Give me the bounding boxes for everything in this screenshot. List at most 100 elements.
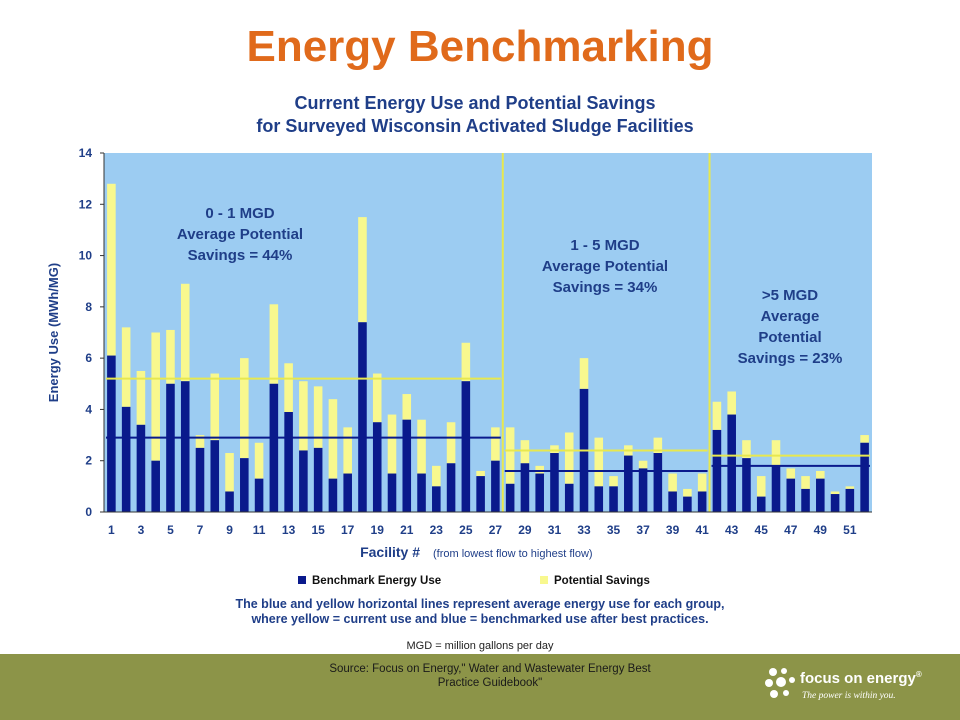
savings-bar-19 bbox=[372, 373, 382, 423]
benchmark-bar-49 bbox=[816, 478, 825, 512]
group-2-label-line-2: Average Potential bbox=[542, 258, 668, 275]
x-tick-label-27: 27 bbox=[489, 523, 503, 537]
x-tick-label-17: 17 bbox=[341, 523, 355, 537]
savings-bar-45 bbox=[756, 476, 766, 497]
x-tick-label-23: 23 bbox=[430, 523, 444, 537]
x-tick-label-15: 15 bbox=[311, 523, 325, 537]
benchmark-bar-19 bbox=[372, 422, 382, 512]
benchmark-bar-5 bbox=[166, 383, 175, 512]
benchmark-bar-14 bbox=[299, 450, 308, 512]
savings-bar-9 bbox=[225, 453, 234, 492]
x-tick-label-3: 3 bbox=[138, 523, 145, 537]
group-2-label-line-1: 1 - 5 MGD bbox=[570, 237, 639, 254]
y-tick-label-8: 8 bbox=[85, 300, 92, 314]
savings-bar-13 bbox=[284, 363, 293, 412]
benchmark-bar-35 bbox=[609, 486, 618, 512]
x-tick-label-7: 7 bbox=[197, 523, 204, 537]
benchmark-bar-41 bbox=[697, 491, 707, 512]
savings-bar-49 bbox=[816, 470, 825, 479]
savings-bar-39 bbox=[668, 473, 677, 492]
chart-title-line-1: Current Energy Use and Potential Savings bbox=[294, 93, 656, 113]
benchmark-bar-12 bbox=[269, 383, 279, 512]
benchmark-bar-10 bbox=[240, 458, 249, 512]
savings-bar-7 bbox=[195, 435, 205, 448]
y-tick-label-6: 6 bbox=[85, 351, 92, 365]
x-tick-label-25: 25 bbox=[459, 523, 473, 537]
savings-bar-2 bbox=[121, 327, 131, 407]
benchmark-bar-9 bbox=[225, 491, 234, 512]
benchmark-bar-36 bbox=[624, 455, 633, 512]
x-tick-label-35: 35 bbox=[607, 523, 621, 537]
x-tick-label-21: 21 bbox=[400, 523, 414, 537]
x-tick-label-31: 31 bbox=[548, 523, 562, 537]
savings-bar-14 bbox=[299, 381, 308, 451]
savings-bar-3 bbox=[136, 370, 146, 425]
benchmark-bar-2 bbox=[121, 406, 131, 512]
benchmark-bar-31 bbox=[550, 453, 559, 512]
logo-tagline: The power is within you. bbox=[802, 691, 896, 701]
savings-bar-4 bbox=[151, 332, 160, 461]
x-tick-label-11: 11 bbox=[253, 523, 266, 537]
savings-bar-23 bbox=[432, 465, 441, 487]
y-tick-label-14: 14 bbox=[79, 146, 93, 160]
benchmark-bar-51 bbox=[845, 488, 855, 512]
x-tick-label-9: 9 bbox=[226, 523, 233, 537]
group-3-label-line-1: >5 MGD bbox=[762, 287, 818, 304]
chart-title: Current Energy Use and Potential Savings… bbox=[150, 92, 800, 138]
legend-swatch-savings bbox=[540, 576, 548, 584]
chart-caption-line-1: The blue and yellow horizontal lines rep… bbox=[235, 597, 725, 611]
benchmark-bar-24 bbox=[446, 463, 456, 512]
legend-label-savings: Potential Savings bbox=[554, 575, 650, 587]
benchmark-bar-15 bbox=[313, 447, 323, 512]
savings-bar-12 bbox=[269, 304, 279, 384]
benchmark-bar-44 bbox=[742, 458, 751, 512]
benchmark-bar-20 bbox=[387, 473, 397, 512]
savings-bar-40 bbox=[683, 488, 692, 497]
benchmark-bar-16 bbox=[328, 478, 338, 512]
group-1-label-line-3: Savings = 44% bbox=[188, 247, 293, 264]
group-1-label-line-2: Average Potential bbox=[177, 226, 303, 243]
benchmark-bar-29 bbox=[520, 463, 530, 512]
benchmark-bar-1 bbox=[107, 355, 116, 512]
x-tick-label-43: 43 bbox=[725, 523, 739, 537]
group-3-label-line-4: Savings = 23% bbox=[738, 350, 843, 367]
focus-on-energy-logo: focus on energy® The power is within you… bbox=[764, 664, 944, 710]
benchmark-bar-4 bbox=[151, 460, 160, 512]
benchmark-bar-48 bbox=[801, 488, 810, 512]
benchmark-bar-47 bbox=[786, 478, 796, 512]
savings-bar-21 bbox=[402, 394, 412, 420]
benchmark-bar-3 bbox=[136, 424, 146, 512]
legend-label-benchmark: Benchmark Energy Use bbox=[312, 575, 441, 587]
savings-bar-20 bbox=[387, 414, 397, 474]
chart-caption-line-2: where yellow = current use and blue = be… bbox=[251, 612, 709, 626]
savings-bar-15 bbox=[313, 386, 323, 448]
savings-bar-51 bbox=[845, 486, 855, 489]
savings-bar-43 bbox=[727, 391, 736, 415]
benchmark-bar-37 bbox=[638, 468, 648, 512]
x-tick-label-39: 39 bbox=[666, 523, 680, 537]
x-tick-label-1: 1 bbox=[108, 523, 115, 537]
savings-bar-5 bbox=[166, 329, 175, 384]
benchmark-bar-27 bbox=[491, 460, 500, 512]
savings-bar-38 bbox=[653, 437, 663, 454]
savings-bar-50 bbox=[830, 491, 840, 495]
savings-bar-42 bbox=[712, 401, 722, 430]
savings-bar-46 bbox=[771, 440, 781, 466]
benchmark-bar-30 bbox=[535, 473, 544, 512]
x-tick-label-33: 33 bbox=[577, 523, 591, 537]
benchmark-bar-32 bbox=[564, 483, 574, 512]
benchmark-bar-6 bbox=[180, 381, 190, 512]
savings-bar-32 bbox=[564, 432, 574, 484]
group-3-label-line-2: Average bbox=[761, 308, 820, 325]
savings-bar-33 bbox=[579, 358, 589, 389]
x-tick-label-41: 41 bbox=[695, 523, 709, 537]
source-citation: Source: Focus on Energy," Water and Wast… bbox=[290, 662, 690, 690]
group-2-label-line-3: Savings = 34% bbox=[553, 279, 658, 296]
benchmark-bar-17 bbox=[343, 473, 352, 512]
savings-bar-37 bbox=[638, 460, 648, 469]
y-tick-label-4: 4 bbox=[85, 402, 92, 416]
y-tick-label-12: 12 bbox=[79, 197, 93, 211]
savings-bar-22 bbox=[417, 419, 426, 474]
benchmark-bar-23 bbox=[432, 486, 441, 512]
x-tick-label-45: 45 bbox=[755, 523, 769, 537]
